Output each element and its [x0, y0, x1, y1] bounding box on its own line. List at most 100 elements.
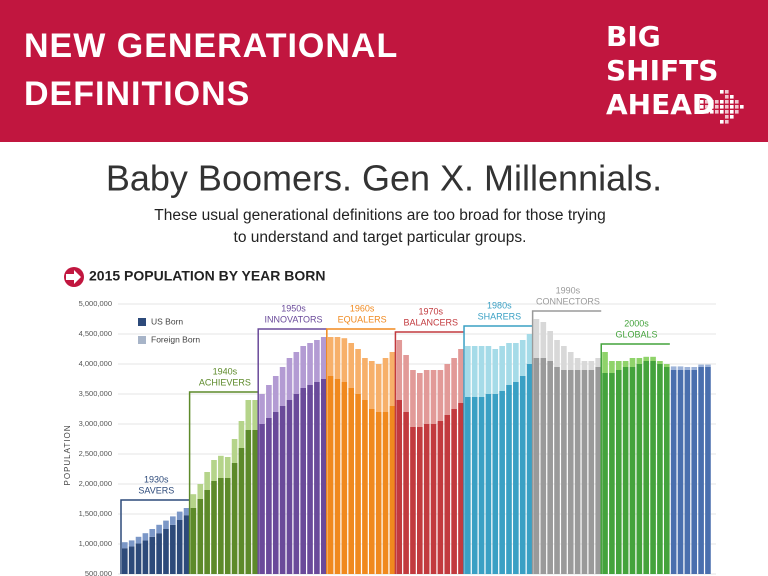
bar-us-born [382, 412, 389, 574]
bar-foreign-born [135, 536, 142, 544]
logo-text: SHIFTS [606, 54, 718, 87]
bar-us-born [444, 415, 451, 574]
group-bracket [326, 328, 396, 574]
bar-foreign-born [355, 349, 361, 394]
logo-pixel [730, 105, 734, 109]
group-name: BALANCERS [403, 317, 458, 327]
group-name: SHARERS [478, 311, 522, 321]
logo-pixel [725, 120, 729, 124]
bar-foreign-born [238, 421, 245, 448]
y-tick-label: 3,500,000 [79, 389, 112, 398]
logo-pixel [720, 110, 724, 114]
bar-us-born [176, 520, 183, 574]
bar-us-born [128, 546, 135, 574]
y-tick-label: 1,500,000 [79, 509, 112, 518]
bar-us-born [348, 388, 355, 574]
bar-foreign-born [224, 457, 231, 478]
bar-foreign-born [197, 484, 204, 499]
group-decade: 2000s [624, 318, 649, 328]
bar-foreign-born [334, 337, 341, 379]
bar-us-born [609, 373, 615, 574]
bar-foreign-born [513, 343, 519, 382]
bar-foreign-born [211, 460, 217, 481]
group-bracket [463, 325, 533, 574]
logo-pixel [700, 110, 704, 114]
bar-foreign-born [396, 340, 403, 400]
bar-us-born [533, 358, 540, 574]
logo-pixel [735, 105, 739, 109]
bar-foreign-born [307, 343, 313, 385]
y-tick-label: 500,000 [85, 569, 112, 576]
legend-label: Foreign Born [151, 334, 200, 344]
bar-us-born [396, 400, 403, 574]
bar-us-born [341, 382, 348, 574]
y-tick-label: 4,000,000 [79, 359, 112, 368]
bar-foreign-born [410, 370, 416, 427]
group-decade: 1950s [281, 303, 306, 313]
bar-us-born [657, 364, 663, 574]
bar-foreign-born [478, 346, 485, 397]
bar-foreign-born [471, 346, 478, 397]
bar-us-born [224, 478, 231, 574]
bar-us-born [526, 364, 533, 574]
bar-foreign-born [629, 358, 636, 367]
bar-us-born [554, 367, 560, 574]
bar-us-born [451, 409, 457, 574]
bar-foreign-born [218, 455, 224, 478]
bar-foreign-born [430, 370, 437, 424]
logo-pixel [730, 100, 734, 104]
bar-us-born [307, 385, 313, 574]
bar-foreign-born [382, 358, 389, 412]
bar-foreign-born [444, 364, 451, 415]
group-bracket [257, 328, 327, 574]
bar-us-born [279, 406, 286, 574]
bar-us-born [650, 361, 656, 574]
bar-us-born [506, 385, 512, 574]
bar-foreign-born [677, 366, 684, 370]
bar-us-born [170, 524, 176, 574]
bar-us-born [252, 430, 258, 574]
bar-foreign-born [170, 516, 176, 525]
bar-foreign-born [650, 356, 656, 361]
bar-foreign-born [705, 364, 711, 367]
bar-us-born [615, 370, 622, 574]
subtitle: to understand and target particular grou… [234, 229, 527, 246]
group-name: SAVERS [138, 485, 174, 495]
bar-foreign-born [272, 376, 279, 412]
bar-us-born [403, 412, 409, 574]
y-tick-label: 5,000,000 [79, 299, 112, 308]
logo-pixel [715, 100, 719, 104]
bar-us-born [499, 391, 505, 574]
bar-us-born [259, 424, 265, 574]
group-name: INNOVATORS [265, 314, 323, 324]
bar-foreign-born [122, 542, 128, 549]
logo-pixel [705, 100, 709, 104]
bar-us-born [677, 370, 684, 574]
logo-pixel [700, 100, 704, 104]
bar-foreign-born [266, 385, 272, 418]
logo-pixel [740, 105, 744, 109]
bar-us-born [183, 515, 190, 574]
chart-title: 2015 POPULATION BY YEAR BORN [89, 268, 326, 284]
group-name: GLOBALS [616, 329, 658, 339]
group-name: EQUALERS [338, 314, 387, 324]
bar-us-born [238, 448, 245, 574]
bar-foreign-born [526, 334, 533, 364]
bar-foreign-born [643, 356, 650, 361]
bar-foreign-born [663, 364, 670, 367]
y-axis-label: POPULATION [63, 425, 72, 486]
bar-us-born [492, 394, 499, 574]
bar-us-born [513, 382, 519, 574]
logo-pixel [735, 110, 739, 114]
bar-foreign-born [533, 319, 540, 358]
bar-foreign-born [657, 361, 663, 364]
logo-pixel [730, 95, 734, 99]
bar-foreign-born [286, 358, 293, 400]
bar-foreign-born [574, 358, 581, 370]
bar-us-born [684, 370, 691, 574]
group-bracket [188, 391, 259, 574]
bar-us-born [231, 463, 238, 574]
bar-foreign-born [259, 394, 265, 424]
bar-us-born [368, 409, 375, 574]
bar-us-born [691, 370, 698, 574]
